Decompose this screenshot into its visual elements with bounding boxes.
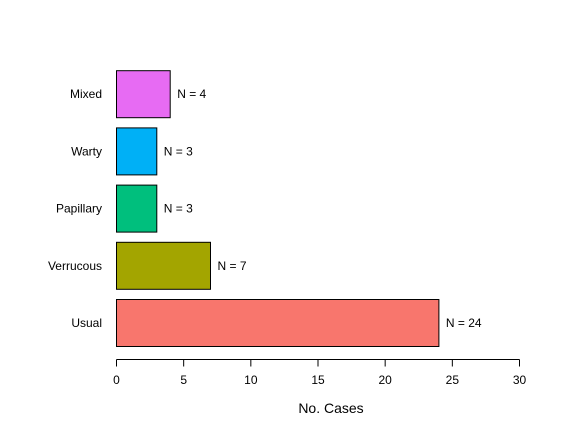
category-label-papillary: Papillary bbox=[56, 202, 102, 216]
bar-usual bbox=[116, 299, 440, 347]
data-label-verrucous: N = 7 bbox=[218, 259, 247, 273]
data-labels: N = 24 N = 7 N = 3 N = 3 N = 4 bbox=[164, 87, 482, 330]
x-axis: 0 5 10 15 20 25 30 bbox=[113, 359, 527, 387]
x-tick-label-5: 5 bbox=[180, 373, 187, 387]
data-label-warty: N = 3 bbox=[164, 144, 193, 158]
category-labels: Usual Verrucous Papillary Warty Mixed bbox=[48, 87, 102, 330]
x-tick-label-20: 20 bbox=[378, 373, 392, 387]
x-tick-label-15: 15 bbox=[311, 373, 325, 387]
bar-papillary bbox=[116, 184, 158, 233]
x-tick-label-0: 0 bbox=[113, 373, 120, 387]
category-label-usual: Usual bbox=[71, 316, 102, 330]
bars-layer bbox=[116, 70, 440, 347]
category-label-verrucous: Verrucous bbox=[48, 259, 102, 273]
bar-warty bbox=[116, 127, 158, 176]
data-label-mixed: N = 4 bbox=[177, 87, 206, 101]
bar-verrucous bbox=[116, 241, 211, 290]
x-tick-label-30: 30 bbox=[513, 373, 527, 387]
x-tick-label-25: 25 bbox=[446, 373, 460, 387]
x-axis-title: No. Cases bbox=[298, 400, 363, 416]
category-label-warty: Warty bbox=[71, 144, 102, 158]
data-label-usual: N = 24 bbox=[446, 316, 482, 330]
category-label-mixed: Mixed bbox=[70, 87, 102, 101]
x-tick-label-10: 10 bbox=[244, 373, 258, 387]
bar-mixed bbox=[116, 70, 171, 119]
data-label-papillary: N = 3 bbox=[164, 202, 193, 216]
